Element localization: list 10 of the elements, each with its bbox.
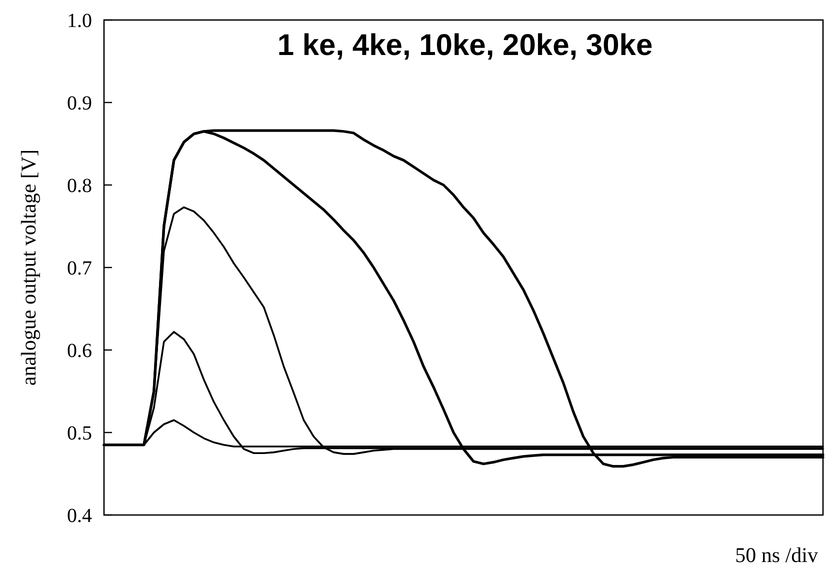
y-tick-label: 0.9: [67, 92, 92, 114]
y-tick-label: 0.6: [67, 340, 92, 362]
y-tick-label: 0.5: [67, 422, 92, 444]
y-tick-label: 0.8: [67, 175, 92, 197]
y-tick-label: 1.0: [67, 10, 92, 32]
x-axis-title: 50 ns /div: [735, 543, 818, 567]
y-tick-label: 0.4: [67, 505, 92, 527]
y-tick-label: 0.7: [67, 258, 92, 280]
y-axis-title: analogue output voltage [V]: [16, 149, 40, 386]
chart-title: 1 ke, 4ke, 10ke, 20ke, 30ke: [277, 29, 653, 62]
